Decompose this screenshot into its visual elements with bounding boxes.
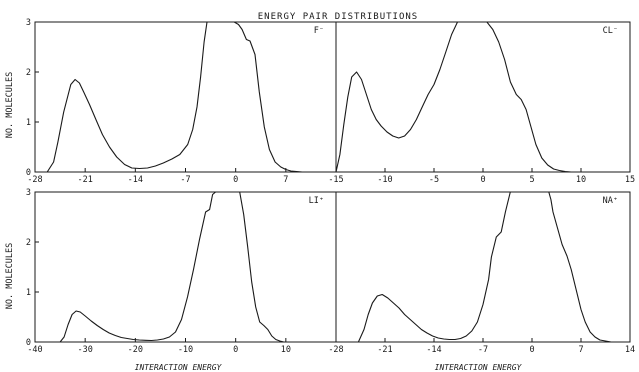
distribution-curve	[336, 22, 572, 172]
y-tick-label: 2	[26, 238, 31, 248]
x-tick-label: 5	[529, 175, 534, 185]
x-tick-label: 10	[576, 175, 586, 185]
y-axis-label-bottom: NO. MOLECULES	[5, 243, 15, 310]
panel-2: -40 -30 -20 -10 0 10 0 1 2 3 LI⁺	[26, 188, 337, 355]
x-tick-label: 0	[480, 175, 485, 185]
distribution-curve	[357, 192, 617, 342]
plot-frame	[335, 191, 631, 343]
panel-3: -28 -21 -14 -7 0 7 14 NA⁺	[328, 191, 635, 355]
x-tick-label: 14	[625, 345, 635, 355]
distribution-curve	[59, 192, 288, 342]
x-tick-label: -14	[128, 175, 143, 185]
x-tick-label: -10	[377, 175, 392, 185]
panel-1: -15 -10 -5 0 5 10 15 CL⁻	[328, 21, 635, 185]
ion-label: LI⁺	[309, 196, 324, 206]
x-tick-label: -30	[77, 345, 92, 355]
x-tick-label: 0	[233, 175, 238, 185]
ion-label: CL⁻	[603, 26, 618, 36]
distribution-curve	[46, 22, 315, 172]
y-tick-label: 0	[26, 168, 31, 178]
figure-title: ENERGY PAIR DISTRIBUTIONS	[258, 12, 418, 22]
x-tick-label: -5	[429, 175, 439, 185]
x-tick-label: -28	[328, 345, 343, 355]
y-tick-label: 1	[26, 288, 31, 298]
plot-frame	[34, 191, 337, 343]
x-tick-label: -7	[478, 345, 488, 355]
y-tick-label: 3	[26, 188, 31, 198]
x-axis-label-left: INTERACTION ENERGY	[135, 363, 223, 372]
x-tick-label: -14	[426, 345, 441, 355]
panel-0: -28 -21 -14 -7 0 7 0 1 2 3 F⁻	[26, 18, 337, 185]
y-tick-label: 1	[26, 118, 31, 128]
x-tick-label: 7	[283, 175, 288, 185]
x-tick-label: -10	[178, 345, 193, 355]
x-tick-label: 7	[578, 345, 583, 355]
plot-frame	[335, 21, 631, 173]
x-tick-label: -7	[180, 175, 190, 185]
y-tick-label: 2	[26, 68, 31, 78]
ion-label: NA⁺	[603, 196, 618, 206]
y-tick-label: 3	[26, 18, 31, 28]
x-tick-label: 15	[625, 175, 635, 185]
plot-frame	[34, 21, 337, 173]
x-tick-label: 0	[233, 345, 238, 355]
x-tick-label: 0	[529, 345, 534, 355]
x-axis-label-right: INTERACTION ENERGY	[435, 363, 523, 372]
y-tick-label: 0	[26, 338, 31, 348]
x-tick-label: -28	[27, 175, 42, 185]
y-axis-label-top: NO. MOLECULES	[5, 72, 15, 139]
x-tick-label: -21	[377, 345, 392, 355]
x-tick-label: -20	[128, 345, 143, 355]
ion-label: F⁻	[314, 26, 324, 36]
x-tick-label: -40	[27, 345, 42, 355]
x-tick-label: -21	[77, 175, 92, 185]
x-tick-label: -15	[328, 175, 343, 185]
x-tick-label: 10	[281, 345, 291, 355]
